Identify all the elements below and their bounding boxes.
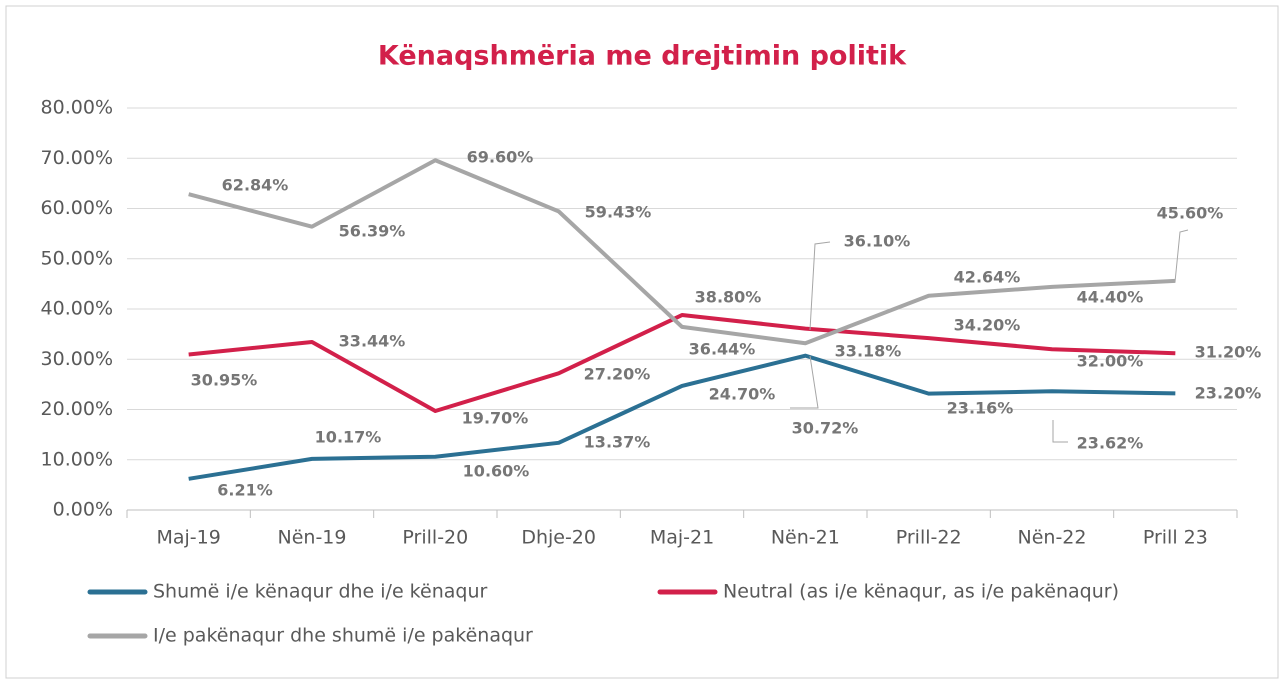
series-line xyxy=(188,313,1176,414)
data-label: 32.00% xyxy=(1077,352,1144,371)
y-tick-label: 10.00% xyxy=(41,448,113,470)
data-label: 69.60% xyxy=(467,148,534,167)
x-tick-label: Prill 23 xyxy=(1143,527,1208,549)
data-label: 31.20% xyxy=(1195,343,1262,362)
y-tick-label: 0.00% xyxy=(53,499,113,521)
data-label: 10.60% xyxy=(463,462,530,481)
leader-line xyxy=(1174,229,1189,283)
data-label: 42.64% xyxy=(954,268,1021,287)
x-tick-label: Nën-19 xyxy=(278,527,347,549)
x-tick-label: Prill-20 xyxy=(402,527,468,549)
x-tick-label: Dhje-20 xyxy=(521,527,596,549)
data-label: 19.70% xyxy=(462,409,529,428)
data-label: 30.95% xyxy=(191,371,258,390)
y-tick-label: 20.00% xyxy=(41,398,113,420)
data-label: 33.44% xyxy=(339,332,406,351)
data-label: 56.39% xyxy=(339,222,406,241)
data-label: 45.60% xyxy=(1157,204,1224,223)
legend-label: Shumë i/e kënaqur dhe i/e kënaqur xyxy=(153,581,487,603)
data-label: 36.10% xyxy=(844,232,911,251)
chart-title: Kënaqshmëria me drejtimin politik xyxy=(378,41,907,72)
y-tick-label: 80.00% xyxy=(41,97,113,119)
data-label: 27.20% xyxy=(584,365,651,384)
legend-label: I/e pakënaqur dhe shumë i/e pakënaqur xyxy=(153,625,533,647)
x-tick-label: Maj-21 xyxy=(650,527,714,549)
data-label: 13.37% xyxy=(584,433,651,452)
data-label: 6.21% xyxy=(217,481,273,500)
data-label: 24.70% xyxy=(709,385,776,404)
y-tick-label: 40.00% xyxy=(41,298,113,320)
data-label: 23.62% xyxy=(1077,434,1144,453)
data-label: 30.72% xyxy=(792,419,859,438)
data-label: 59.43% xyxy=(585,203,652,222)
data-label: 38.80% xyxy=(695,288,762,307)
series-line xyxy=(188,353,1176,481)
y-tick-label: 60.00% xyxy=(41,197,113,219)
leader-line xyxy=(1052,420,1068,443)
x-tick-label: Nën-21 xyxy=(771,527,840,549)
legend-label: Neutral (as i/e kënaqur, as i/e pakënaqu… xyxy=(723,581,1119,603)
y-tick-label: 50.00% xyxy=(41,247,113,269)
y-tick-label: 70.00% xyxy=(41,147,113,169)
data-label: 23.20% xyxy=(1195,384,1262,403)
data-label: 10.17% xyxy=(315,428,382,447)
data-label: 34.20% xyxy=(954,316,1021,335)
data-label: 33.18% xyxy=(835,342,902,361)
x-tick-label: Maj-19 xyxy=(156,527,220,549)
y-tick-label: 30.00% xyxy=(41,348,113,370)
x-tick-label: Nën-22 xyxy=(1018,527,1087,549)
x-tick-label: Prill-22 xyxy=(896,527,962,549)
data-label: 44.40% xyxy=(1077,288,1144,307)
data-label: 23.16% xyxy=(947,399,1014,418)
series-line xyxy=(188,158,1176,346)
data-label: 62.84% xyxy=(222,176,289,195)
chart-border xyxy=(5,5,1279,679)
leader-line xyxy=(809,241,831,331)
leader-line xyxy=(790,355,819,409)
data-label: 36.44% xyxy=(689,340,756,359)
